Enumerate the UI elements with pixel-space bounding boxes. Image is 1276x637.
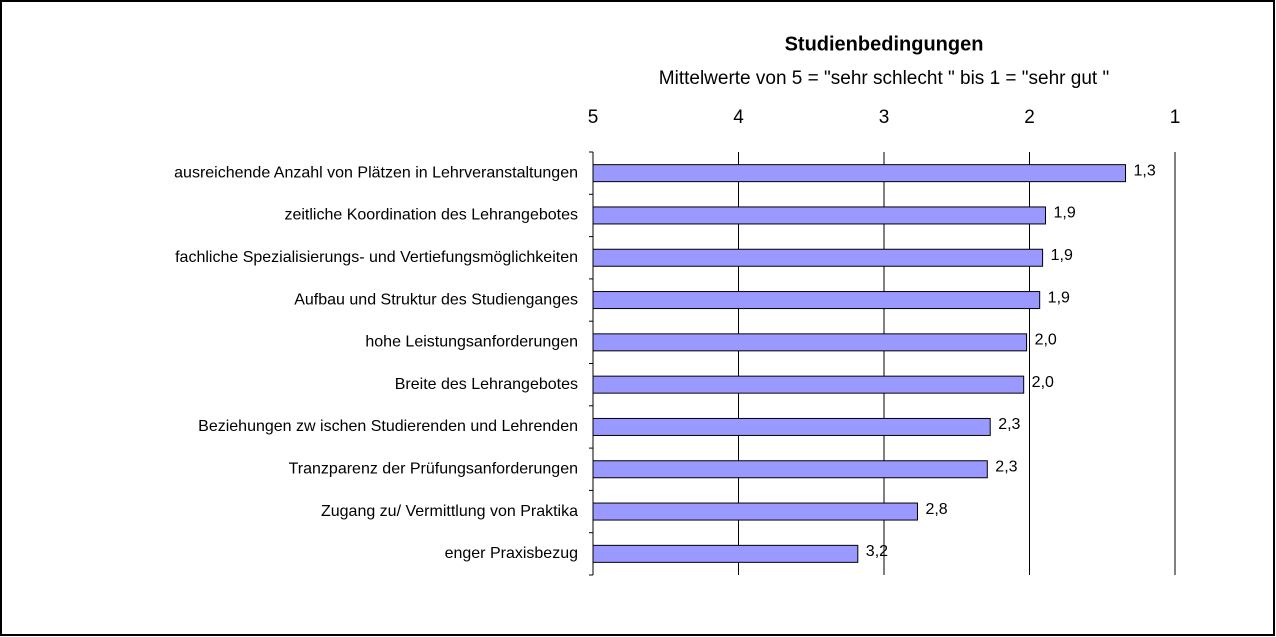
bar [592, 164, 1127, 183]
y-tick-label: enger Praxisbezug [445, 545, 578, 562]
x-tick-label: 3 [879, 107, 890, 128]
bar [592, 417, 991, 436]
value-label: 1,9 [1048, 289, 1070, 306]
y-tick-label: ausreichende Anzahl von Plätzen in Lehrv… [174, 164, 578, 181]
y-tick-label: zeitliche Koordination des Lehrangebotes [284, 207, 578, 224]
value-label: 2,0 [1035, 332, 1057, 349]
value-label: 1,3 [1134, 162, 1156, 179]
chart-subtitle: Mittelwerte von 5 = "sehr schlecht " bis… [659, 68, 1109, 89]
y-tick-label: Aufbau und Struktur des Studienganges [294, 291, 578, 308]
value-label: 3,2 [866, 543, 888, 560]
y-tick-label: Breite des Lehrangebotes [395, 376, 578, 393]
value-label: 1,9 [1054, 205, 1076, 222]
x-tick-label: 5 [588, 107, 599, 128]
x-tick-label: 2 [1024, 107, 1035, 128]
x-tick-label: 4 [733, 107, 744, 128]
x-tick-label: 1 [1170, 107, 1181, 128]
value-label: 2,8 [925, 501, 947, 518]
bar [592, 206, 1047, 225]
y-tick-label: hohe Leistungsanforderungen [365, 334, 578, 351]
chart-title: Studienbedingungen [785, 33, 984, 55]
bar [592, 333, 1028, 352]
value-label: 2,3 [998, 416, 1020, 433]
value-label: 2,3 [995, 458, 1017, 475]
value-label: 1,9 [1051, 247, 1073, 264]
value-label: 2,0 [1032, 374, 1054, 391]
bar [592, 460, 988, 479]
bar [592, 291, 1041, 310]
bar [592, 502, 918, 521]
bar [592, 544, 859, 563]
y-tick-label: Beziehungen zw ischen Studierenden und L… [198, 418, 578, 435]
bar [592, 248, 1044, 267]
y-tick-label: Zugang zu/ Vermittlung von Praktika [321, 503, 578, 520]
y-tick-label: fachliche Spezialisierungs- und Vertiefu… [175, 249, 578, 266]
y-tick-label: Tranzparenz der Prüfungsanforderungen [289, 460, 578, 477]
bar [592, 375, 1025, 394]
